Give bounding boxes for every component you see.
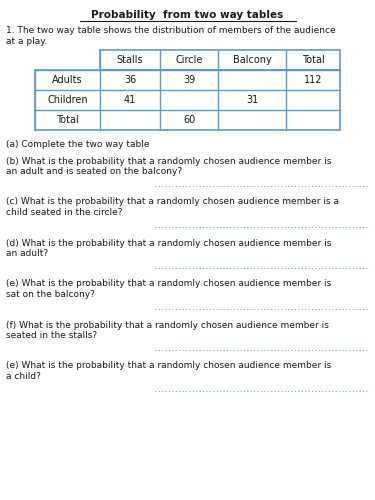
- Text: (a) Complete the two way table: (a) Complete the two way table: [6, 140, 150, 149]
- Text: seated in the stalls?: seated in the stalls?: [6, 331, 97, 340]
- Text: Adults: Adults: [52, 75, 83, 85]
- Text: 1. The two way table shows the distribution of members of the audience: 1. The two way table shows the distribut…: [6, 26, 336, 35]
- Text: Circle: Circle: [175, 55, 202, 65]
- Text: Total: Total: [56, 115, 79, 125]
- Text: an adult?: an adult?: [6, 249, 48, 258]
- Text: (d) What is the probability that a randomly chosen audience member is: (d) What is the probability that a rando…: [6, 238, 332, 248]
- Text: 41: 41: [124, 95, 136, 105]
- Text: (c) What is the probability that a randomly chosen audience member is a: (c) What is the probability that a rando…: [6, 198, 339, 206]
- Text: a child?: a child?: [6, 372, 41, 381]
- Text: (f) What is the probability that a randomly chosen audience member is: (f) What is the probability that a rando…: [6, 320, 329, 330]
- Text: Children: Children: [47, 95, 88, 105]
- Text: (e) What is the probability that a randomly chosen audience member is: (e) What is the probability that a rando…: [6, 362, 331, 370]
- Text: 39: 39: [183, 75, 195, 85]
- FancyBboxPatch shape: [35, 70, 340, 130]
- Text: child seated in the circle?: child seated in the circle?: [6, 208, 123, 217]
- Text: sat on the balcony?: sat on the balcony?: [6, 290, 95, 299]
- Text: an adult and is seated on the balcony?: an adult and is seated on the balcony?: [6, 167, 182, 176]
- Text: 112: 112: [304, 75, 322, 85]
- Text: (b) What is the probability that a randomly chosen audience member is: (b) What is the probability that a rando…: [6, 156, 332, 166]
- Text: 31: 31: [246, 95, 258, 105]
- Text: Stalls: Stalls: [117, 55, 143, 65]
- Text: 36: 36: [124, 75, 136, 85]
- Text: (e) What is the probability that a randomly chosen audience member is: (e) What is the probability that a rando…: [6, 280, 331, 288]
- Text: 60: 60: [183, 115, 195, 125]
- Text: Probability  from two way tables: Probability from two way tables: [92, 10, 284, 20]
- Text: Total: Total: [302, 55, 324, 65]
- Text: at a play.: at a play.: [6, 37, 47, 46]
- Text: Balcony: Balcony: [232, 55, 272, 65]
- FancyBboxPatch shape: [100, 50, 340, 70]
